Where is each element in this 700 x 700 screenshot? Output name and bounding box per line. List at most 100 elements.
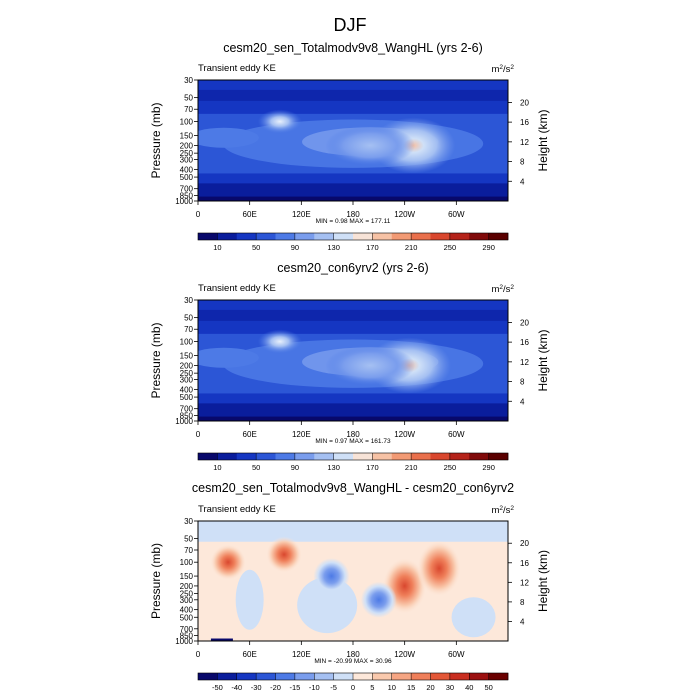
colorbar-frame: [197, 232, 509, 241]
contour-maximum: [257, 329, 302, 354]
units-label: m2/s2: [491, 284, 514, 296]
lon-tick-label: 120W: [394, 430, 415, 439]
colorbar-swatch: [353, 673, 373, 680]
contour-maximum: [325, 345, 416, 386]
lon-tick-label: 60W: [448, 210, 465, 219]
colorbar-swatch: [198, 233, 218, 240]
pressure-tick-label: 150: [180, 572, 194, 581]
pressure-tick-label: 300: [180, 596, 194, 605]
colorbar-label: -15: [289, 683, 300, 692]
colorbar-label: 30: [446, 683, 454, 692]
colorbar-label: 170: [366, 463, 379, 472]
pressure-tick-label: 30: [184, 76, 193, 85]
pressure-tick-label: 500: [180, 393, 194, 402]
colorbar-label: -50: [212, 683, 223, 692]
height-tick-label: 12: [520, 578, 529, 587]
height-tick-label: 8: [520, 158, 525, 167]
colorbar-label: -20: [270, 683, 281, 692]
figure-title: DJF: [334, 15, 367, 35]
height-tick-label: 4: [520, 617, 525, 626]
colorbar-swatch: [411, 233, 431, 240]
lon-tick-label: 180: [346, 430, 360, 439]
colorbar-swatch: [236, 673, 257, 680]
height-tick-label: 16: [520, 559, 529, 568]
colorbar-label: 10: [213, 463, 221, 472]
colorbar-frame: [197, 452, 509, 461]
colorbar-swatch: [411, 673, 431, 680]
pressure-tick-label: 300: [180, 375, 194, 384]
colorbar-swatch: [469, 233, 489, 240]
colorbar-label: -5: [330, 683, 337, 692]
colorbar-label: 90: [291, 463, 299, 472]
lon-tick-label: 60E: [243, 210, 257, 219]
colorbar-swatch: [353, 453, 373, 460]
panel-title: cesm20_sen_Totalmodv9v8_WangHL (yrs 2-6): [223, 41, 483, 55]
pressure-tick-label: 70: [184, 546, 193, 555]
colorbar-label: 50: [252, 243, 260, 252]
colorbar-swatch: [256, 453, 276, 460]
colorbar-swatch: [294, 673, 315, 680]
colorbar-swatch: [391, 673, 412, 680]
contour-maximum: [257, 109, 302, 134]
contour-field: [198, 300, 508, 421]
colorbar-swatch: [391, 453, 412, 460]
pressure-tick-label: 200: [180, 361, 194, 370]
colorbar-swatch: [449, 233, 470, 240]
contour-extremum: [360, 581, 397, 618]
pressure-tick-label: 30: [184, 517, 193, 526]
pressure-tick-label: 1000: [175, 637, 193, 646]
panel-title: cesm20_con6yrv2 (yrs 2-6): [277, 261, 428, 275]
panel-title: cesm20_sen_Totalmodv9v8_WangHL - cesm20_…: [192, 481, 514, 495]
colorbar-label: -10: [309, 683, 320, 692]
units-label: m2/s2: [491, 64, 514, 76]
colorbar-swatch: [449, 673, 470, 680]
contour-maximum: [325, 125, 416, 166]
colorbar-label: -40: [231, 683, 242, 692]
pressure-tick-label: 100: [180, 558, 194, 567]
colorbar-label: 210: [405, 463, 418, 472]
units-label: m2/s2: [491, 505, 514, 517]
pressure-tick-label: 70: [184, 325, 193, 334]
pressure-tick-label: 100: [180, 118, 194, 127]
lon-tick-label: 120W: [394, 210, 415, 219]
lon-tick-label: 60W: [448, 430, 465, 439]
colorbar-label: 5: [370, 683, 374, 692]
colorbar-swatch: [217, 233, 238, 240]
colorbar-swatch: [236, 233, 257, 240]
pressure-tick-label: 50: [184, 94, 193, 103]
height-tick-label: 20: [520, 318, 529, 327]
lon-tick-label: 0: [196, 430, 201, 439]
pressure-tick-label: 1000: [175, 197, 193, 206]
contour-field: [198, 521, 508, 641]
colorbar-swatch: [294, 233, 315, 240]
lon-tick-label: 120W: [394, 650, 415, 659]
colorbar-label: 90: [291, 243, 299, 252]
contour-level-neg: [235, 569, 264, 630]
colorbar-label: -30: [251, 683, 262, 692]
min-max-stats: MIN = -20.99 MAX = 30.96: [314, 658, 392, 665]
height-tick-label: 4: [520, 177, 525, 186]
height-axis-label: Height (km): [536, 329, 550, 391]
pressure-tick-label: 50: [184, 534, 193, 543]
height-tick-label: 16: [520, 338, 529, 347]
panel-left-label: Transient eddy KE: [198, 283, 276, 294]
colorbar-swatch: [430, 673, 451, 680]
colorbar-swatch: [256, 233, 276, 240]
pressure-tick-label: 50: [184, 314, 193, 323]
height-tick-label: 12: [520, 138, 529, 147]
topography: [210, 638, 233, 641]
lon-tick-label: 180: [346, 210, 360, 219]
colorbar-label: 130: [327, 243, 340, 252]
contour-level-west: [198, 347, 259, 368]
pressure-tick-label: 150: [180, 352, 194, 361]
colorbar-swatch: [294, 453, 315, 460]
colorbar-label: 0: [351, 683, 355, 692]
min-max-stats: MIN = 0.98 MAX = 177.11: [316, 218, 391, 225]
colorbar-swatch: [217, 453, 238, 460]
colorbar-swatch: [314, 673, 334, 680]
lon-tick-label: 120E: [292, 430, 311, 439]
pressure-axis-label: Pressure (mb): [149, 322, 163, 398]
colorbar-label: 50: [484, 683, 492, 692]
lon-tick-label: 120E: [292, 210, 311, 219]
